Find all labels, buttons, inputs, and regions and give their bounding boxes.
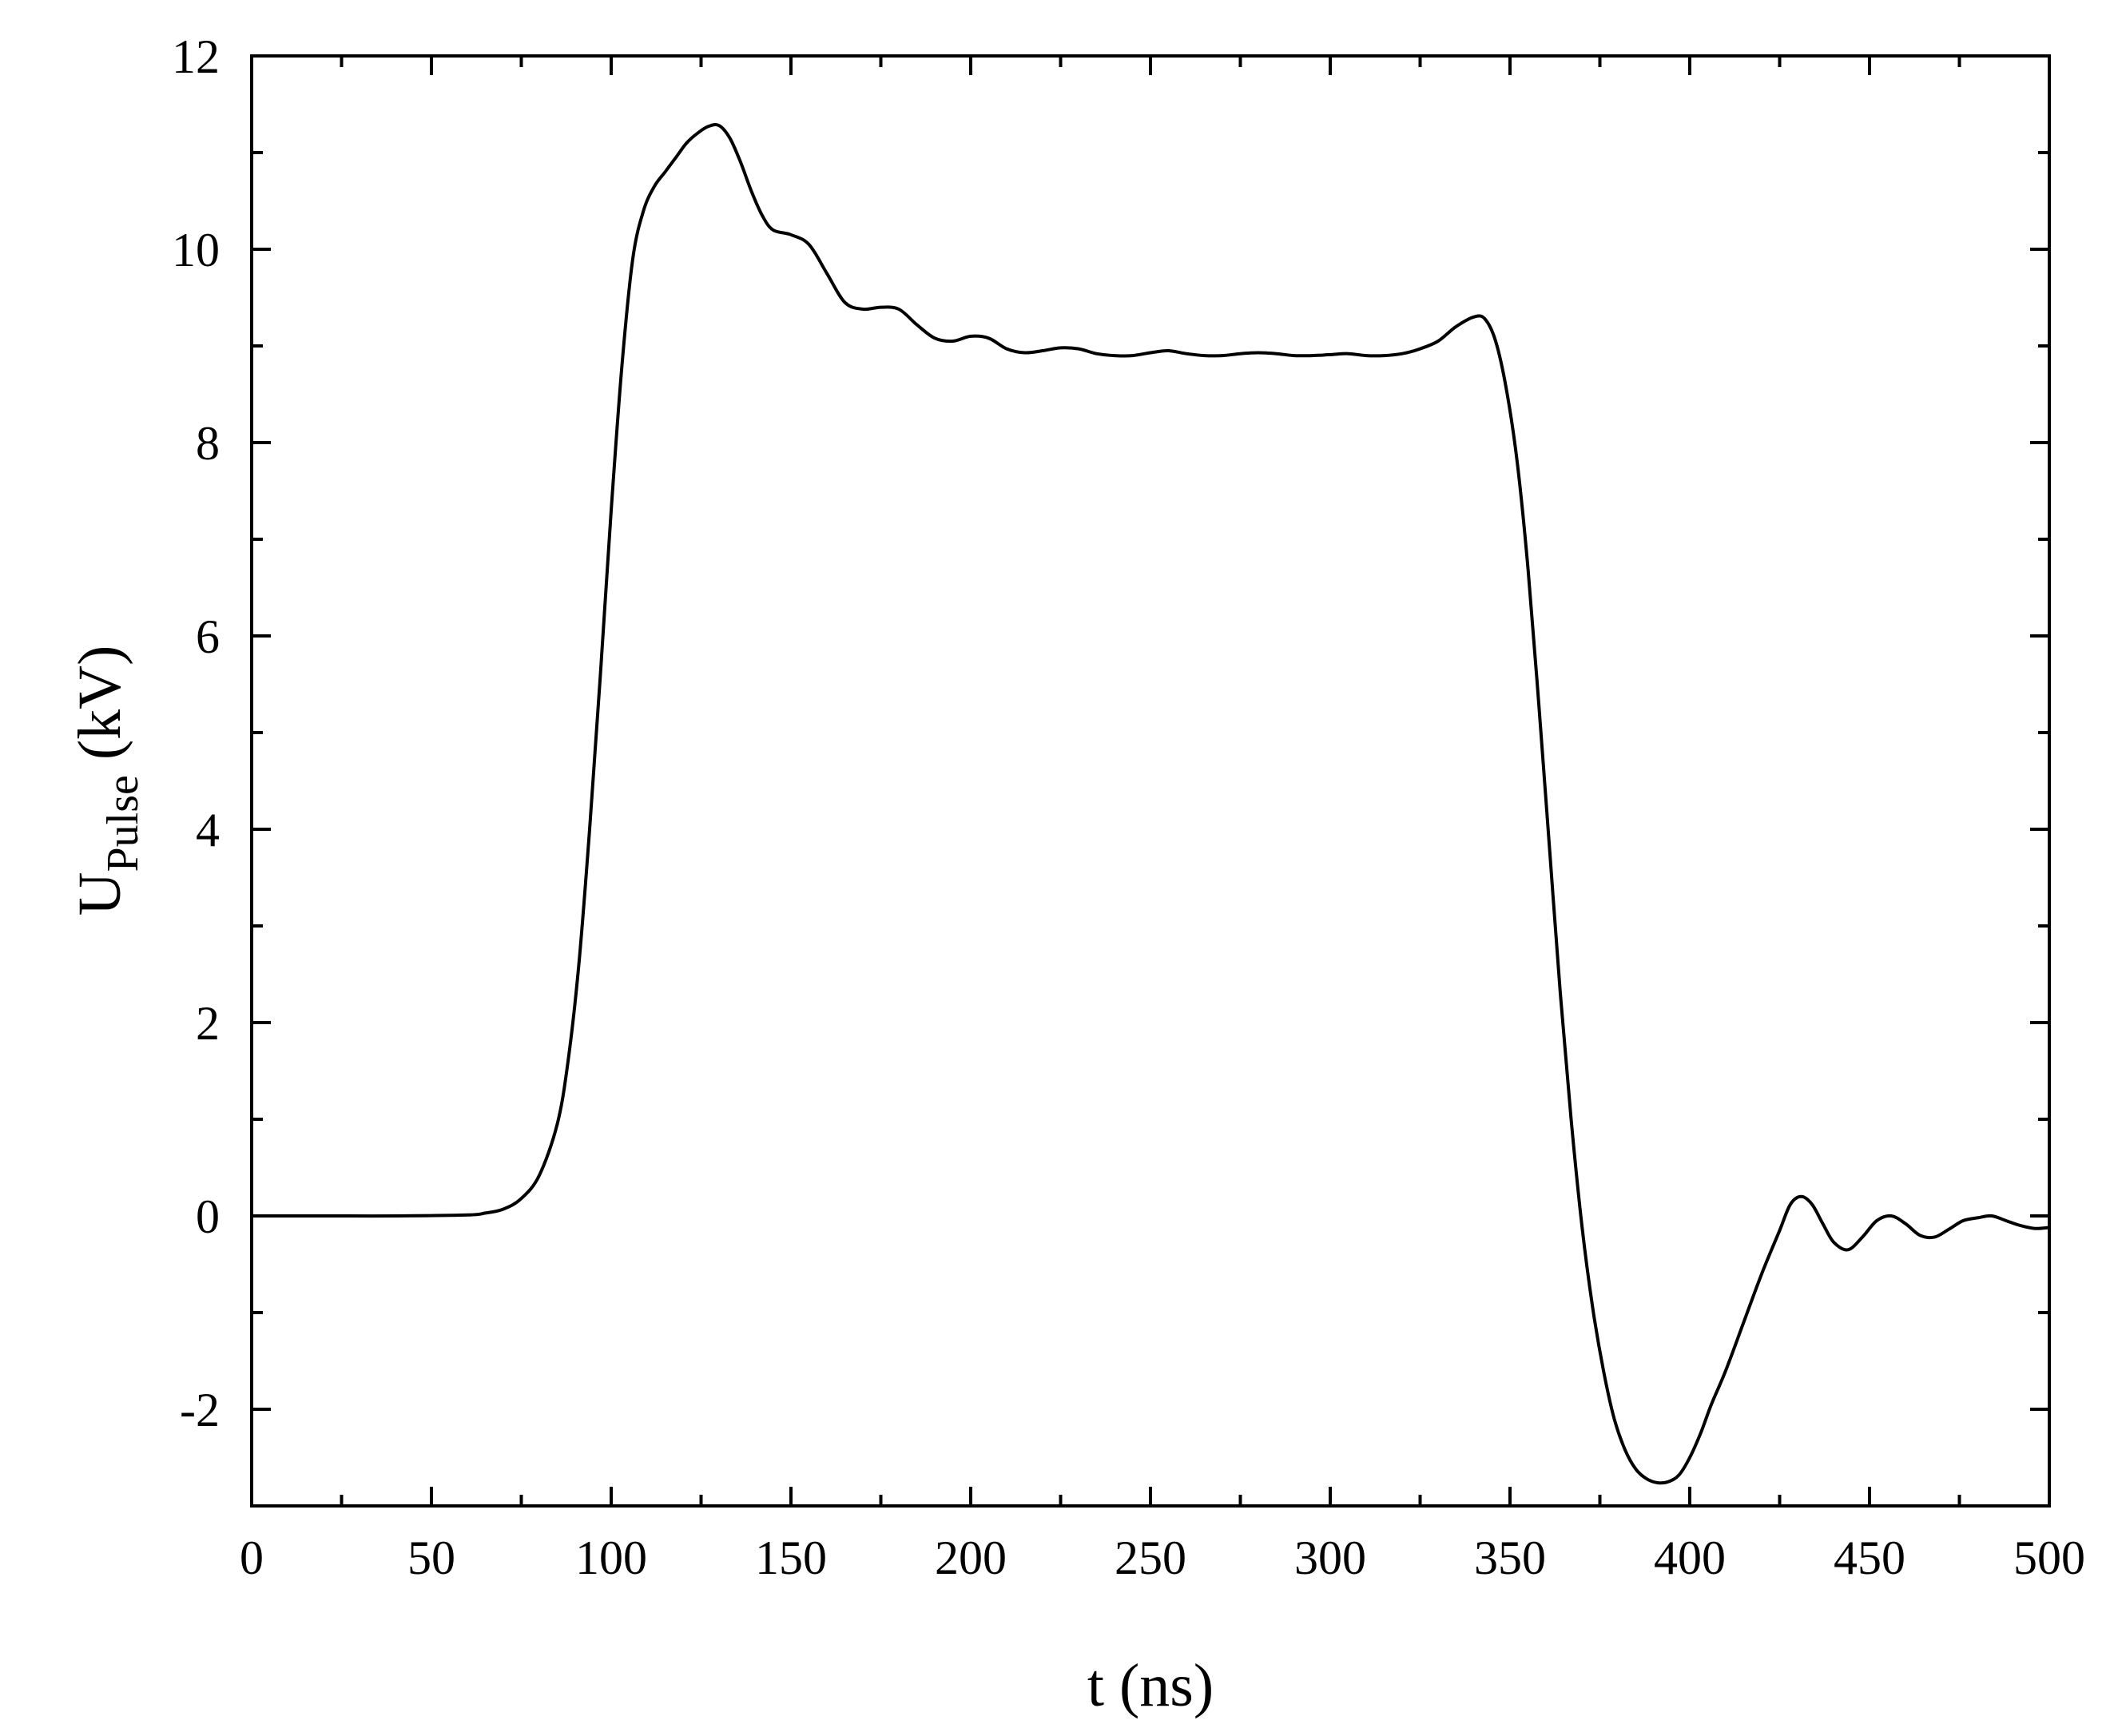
y-axis-title: UPulse (kV): [66, 646, 148, 916]
x-tick-label: 200: [935, 1531, 1007, 1584]
plot-frame: [250, 54, 2051, 1508]
x-tick-label: 450: [1834, 1531, 1905, 1584]
y-tick-label: 12: [172, 30, 220, 83]
y-axis-title-base: U: [66, 872, 133, 916]
x-tick-label: 150: [755, 1531, 827, 1584]
axis-ticks: [250, 54, 2051, 1508]
y-axis-title-unit: (kV): [66, 646, 133, 776]
x-tick-label: 100: [575, 1531, 647, 1584]
y-tick-label: 8: [196, 417, 220, 470]
y-tick-label: 0: [196, 1190, 220, 1243]
x-tick-label: 50: [407, 1531, 455, 1584]
y-axis-title-subscript: Pulse: [98, 775, 148, 872]
y-tick-label: -2: [180, 1384, 220, 1436]
x-tick-label: 350: [1474, 1531, 1546, 1584]
x-tick-label: 500: [2013, 1531, 2085, 1584]
series-line-u-pulse: [250, 123, 2051, 1485]
y-tick-label: 2: [196, 997, 220, 1050]
tick-labels: 0 50 100 150 200 250 300 350 400 450 500 -2 0 2 4 6 8 10 1…: [172, 30, 2085, 1584]
x-tick-label: 0: [240, 1531, 264, 1584]
y-tick-label: 6: [196, 610, 220, 663]
x-tick-label: 250: [1115, 1531, 1186, 1584]
y-tick-label: 10: [172, 224, 220, 276]
x-tick-label: 400: [1654, 1531, 1726, 1584]
x-tick-label: 300: [1294, 1531, 1366, 1584]
x-axis-title: t (ns): [1087, 1652, 1214, 1719]
y-tick-label: 4: [196, 804, 220, 856]
